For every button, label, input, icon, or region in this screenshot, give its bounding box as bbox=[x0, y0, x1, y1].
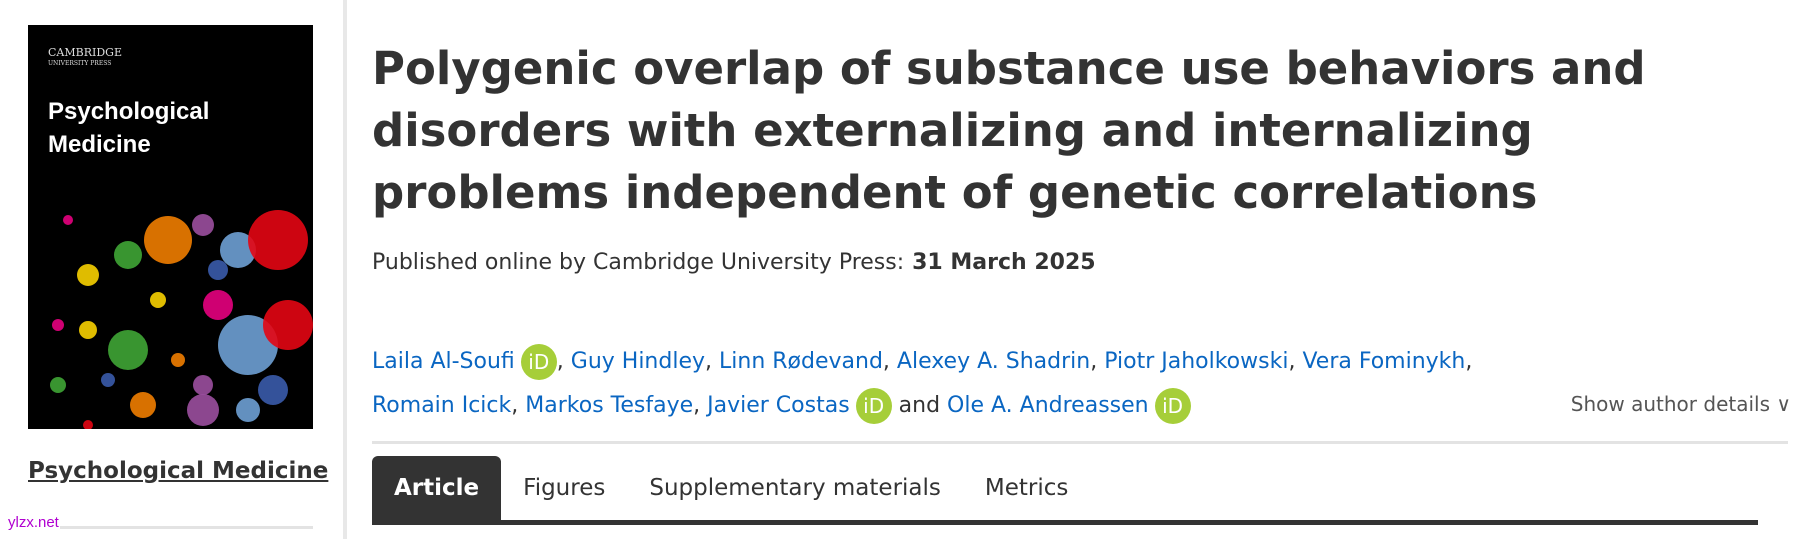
cover-decoration-circle bbox=[171, 353, 185, 367]
author-link[interactable]: Markos Tesfaye bbox=[525, 393, 694, 418]
cover-decoration-circle bbox=[52, 319, 64, 331]
cover-decoration-circle bbox=[108, 330, 148, 370]
cover-decoration-circle bbox=[63, 215, 73, 225]
publisher-logo: CAMBRIDGE UNIVERSITY PRESS bbox=[48, 46, 122, 67]
author-link[interactable]: Vera Fominykh bbox=[1302, 349, 1466, 374]
author-link[interactable]: Javier Costas bbox=[707, 393, 850, 418]
sidebar-rule bbox=[60, 526, 313, 529]
cover-decoration-circle bbox=[248, 210, 308, 270]
cover-decoration-circle bbox=[101, 373, 115, 387]
article-tabs: Article Figures Supplementary materials Met… bbox=[372, 456, 1758, 525]
cover-decoration-circle bbox=[144, 216, 192, 264]
cover-decoration-circle bbox=[263, 300, 313, 350]
author-link[interactable]: Guy Hindley bbox=[570, 349, 705, 374]
author-link[interactable]: Laila Al-Soufi bbox=[372, 349, 515, 374]
journal-link[interactable]: Psychological Medicine bbox=[28, 458, 329, 484]
published-date: 31 March 2025 bbox=[912, 250, 1096, 275]
orcid-icon[interactable]: iD bbox=[855, 388, 892, 424]
article-title: Polygenic overlap of substance use behav… bbox=[372, 42, 1646, 219]
tab-supplementary-materials[interactable]: Supplementary materials bbox=[649, 475, 941, 501]
cover-decoration-circle bbox=[77, 264, 99, 286]
show-author-details-button[interactable]: Show author details ∨ bbox=[1571, 392, 1791, 416]
tab-article[interactable]: Article bbox=[372, 456, 502, 520]
tab-metrics[interactable]: Metrics bbox=[984, 475, 1069, 501]
author-list: Laila Al-Soufi iD, Guy Hindley, Linn Røde… bbox=[372, 340, 1672, 428]
show-author-details-label: Show author details bbox=[1570, 392, 1770, 416]
cover-decoration-circle bbox=[193, 375, 213, 395]
cover-decoration-circle bbox=[79, 321, 97, 339]
cover-decoration-circle bbox=[203, 290, 233, 320]
author-link[interactable]: Romain Icick bbox=[372, 393, 512, 418]
chevron-down-icon: ∨ bbox=[1776, 392, 1791, 416]
cover-decoration-circle bbox=[114, 241, 142, 269]
cover-decoration-circle bbox=[192, 214, 214, 236]
cover-decoration-circle bbox=[50, 377, 66, 393]
author-link[interactable]: Linn Rødevand bbox=[719, 349, 883, 374]
and-text: and bbox=[891, 393, 948, 418]
journal-cover-image[interactable]: CAMBRIDGE UNIVERSITY PRESS Psychological M… bbox=[28, 25, 313, 429]
watermark: ylzx.net bbox=[8, 514, 59, 531]
author-link[interactable]: Ole A. Andreassen bbox=[947, 393, 1149, 418]
author-link[interactable]: Piotr Jaholkowski bbox=[1104, 349, 1289, 374]
cover-decoration-circle bbox=[150, 292, 166, 308]
sidebar-divider bbox=[343, 0, 347, 539]
cover-decoration-circle bbox=[208, 260, 228, 280]
divider bbox=[372, 441, 1788, 444]
cover-decoration-circle bbox=[236, 398, 260, 422]
cover-decoration-circle bbox=[83, 420, 93, 429]
published-label: Published online by Cambridge University… bbox=[372, 250, 905, 275]
orcid-icon[interactable]: iD bbox=[520, 344, 557, 380]
cover-title: Psychological Medicine bbox=[48, 98, 210, 158]
cover-decoration-circle bbox=[187, 394, 219, 426]
cover-decoration-circle bbox=[258, 375, 288, 405]
published-info: Published online by Cambridge University… bbox=[372, 250, 1096, 275]
orcid-icon[interactable]: iD bbox=[1154, 388, 1191, 424]
author-link[interactable]: Alexey A. Shadrin bbox=[896, 349, 1091, 374]
cover-decoration-circle bbox=[130, 392, 156, 418]
tab-figures[interactable]: Figures bbox=[523, 475, 606, 501]
